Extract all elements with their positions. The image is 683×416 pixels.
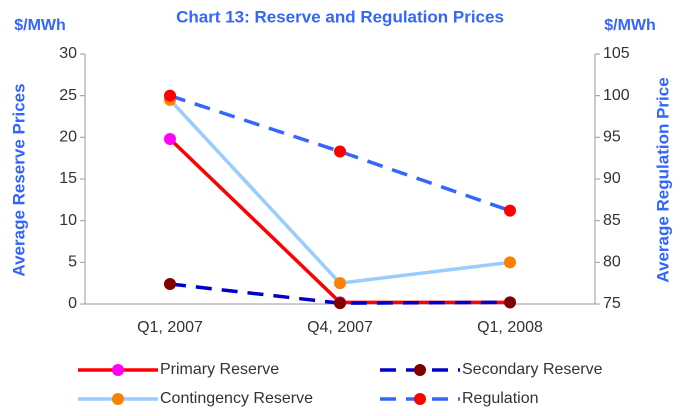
series-line (168, 98, 511, 286)
y-tick-label: 0 (68, 295, 77, 312)
y2-tick-label: 75 (603, 295, 621, 312)
legend-label: Primary Reserve (160, 361, 279, 378)
legend-marker (414, 393, 426, 405)
y2-tick-label: 100 (603, 87, 630, 104)
y2-unit: $/MWh (604, 17, 656, 34)
legend-label: Secondary Reserve (462, 361, 603, 378)
series-marker (164, 278, 176, 290)
y-tick-label: 5 (68, 254, 77, 271)
y-unit: $/MWh (14, 17, 66, 34)
y2-tick-label: 105 (603, 45, 630, 62)
legend-marker (112, 393, 124, 405)
series-marker (164, 89, 176, 102)
x-tick-label: Q1, 2008 (477, 319, 543, 336)
series-marker (334, 145, 346, 158)
legend-label: Contingency Reserve (160, 390, 313, 407)
legend-marker (414, 364, 426, 376)
y-tick-label: 30 (59, 45, 77, 62)
series-marker (334, 277, 346, 290)
series-marker (504, 256, 516, 269)
y2-tick-label: 90 (603, 170, 621, 187)
series-line (169, 94, 511, 213)
y-axis-label: Average Reserve Prices (9, 83, 28, 276)
series-marker (334, 297, 346, 310)
x-tick-label: Q4, 2007 (307, 319, 373, 336)
series-marker (504, 204, 516, 217)
y2-tick-label: 80 (603, 254, 621, 271)
y2-axis-label: Average Regulation Price (653, 77, 672, 282)
legend-marker (112, 364, 124, 376)
y2-tick-label: 95 (603, 129, 621, 146)
y-tick-label: 15 (59, 170, 77, 187)
series-marker (504, 296, 516, 309)
x-tick-label: Q1, 2007 (137, 319, 203, 336)
y-tick-label: 20 (59, 129, 77, 146)
y2-tick-label: 85 (603, 212, 621, 229)
chart-title: Chart 13: Reserve and Regulation Prices (176, 7, 504, 26)
series-marker (164, 133, 176, 145)
y-tick-label: 10 (59, 212, 77, 229)
legend-label: Regulation (462, 390, 539, 407)
y-tick-label: 25 (59, 87, 77, 104)
